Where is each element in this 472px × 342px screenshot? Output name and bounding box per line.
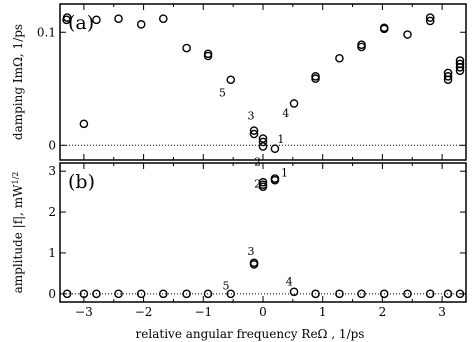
data-point bbox=[136, 20, 146, 29]
y-axis-label: amplitude |f|, mW1/2 bbox=[11, 172, 26, 294]
y-axis-label-superscript: 1/2 bbox=[11, 172, 20, 185]
point-annotation: 2 bbox=[254, 178, 261, 191]
data-point bbox=[249, 126, 259, 135]
data-point bbox=[311, 289, 320, 299]
y-tick-label: 2 bbox=[48, 205, 56, 219]
point-annotation: 4 bbox=[282, 107, 289, 120]
x-tick-label: −1 bbox=[194, 305, 212, 319]
x-tick-label: −3 bbox=[75, 305, 93, 319]
data-point bbox=[357, 289, 366, 299]
y-axis-label: damping ImΩ, 1/ps bbox=[11, 24, 25, 140]
data-point bbox=[226, 289, 236, 299]
data-point bbox=[335, 53, 344, 63]
data-point bbox=[203, 289, 213, 299]
point-annotation: 2 bbox=[254, 156, 261, 169]
point-annotation: 1 bbox=[281, 166, 288, 179]
y-tick-label: 0 bbox=[48, 287, 56, 301]
data-point bbox=[182, 289, 191, 299]
x-tick-label: 1 bbox=[319, 305, 327, 319]
x-tick-label: −2 bbox=[135, 305, 153, 319]
data-point bbox=[270, 175, 280, 185]
data-point bbox=[62, 15, 71, 25]
data-point bbox=[79, 289, 89, 299]
data-point bbox=[311, 74, 320, 83]
data-point bbox=[403, 30, 412, 39]
data-point bbox=[425, 289, 435, 299]
data-point bbox=[270, 144, 280, 153]
point-annotation: 4 bbox=[286, 276, 293, 289]
point-annotation: 1 bbox=[277, 133, 284, 146]
data-point bbox=[289, 287, 299, 297]
data-point bbox=[258, 137, 268, 147]
x-tick-label: 0 bbox=[259, 305, 267, 319]
data-point bbox=[249, 129, 259, 139]
y-tick-label: 0 bbox=[48, 138, 56, 152]
panel-label: (b) bbox=[68, 171, 95, 193]
data-point bbox=[379, 24, 389, 34]
y-tick-label: 1 bbox=[48, 246, 56, 260]
x-tick-label: 3 bbox=[438, 305, 446, 319]
point-annotation: 3 bbox=[248, 245, 255, 258]
data-point bbox=[62, 289, 72, 299]
data-point bbox=[158, 14, 168, 23]
data-point bbox=[379, 289, 389, 299]
plot-frame bbox=[59, 3, 467, 161]
data-point bbox=[443, 72, 453, 81]
data-point bbox=[136, 289, 146, 299]
data-point bbox=[357, 42, 366, 52]
panel-label: (a) bbox=[68, 12, 94, 34]
point-annotation: 5 bbox=[222, 280, 229, 293]
data-point bbox=[114, 289, 123, 299]
data-point bbox=[455, 63, 465, 72]
data-point bbox=[443, 289, 453, 299]
data-point bbox=[425, 13, 435, 22]
data-point bbox=[258, 177, 268, 187]
point-annotation: 3 bbox=[248, 109, 255, 122]
data-point bbox=[203, 51, 213, 61]
data-point bbox=[182, 43, 191, 53]
panel-a: 0 0.1 damping ImΩ, 1/ps (a) 1 2 3 4 5 bbox=[11, 3, 467, 169]
data-point bbox=[455, 289, 465, 299]
data-point bbox=[92, 15, 101, 25]
data-point bbox=[258, 182, 268, 192]
data-point bbox=[289, 99, 299, 108]
y-tick-label: 3 bbox=[48, 164, 56, 178]
data-point bbox=[258, 142, 268, 151]
data-point bbox=[443, 75, 453, 85]
point-annotation: 5 bbox=[219, 87, 226, 100]
data-point bbox=[335, 289, 344, 299]
data-point bbox=[79, 119, 89, 129]
data-point bbox=[226, 75, 236, 85]
y-tick-label: 0.1 bbox=[37, 25, 56, 39]
panel-b: −3 −2 −1 0 1 2 3 relative angular frequency ReΩ… bbox=[11, 162, 467, 341]
data-point bbox=[403, 289, 412, 299]
data-point bbox=[114, 14, 123, 23]
data-point bbox=[158, 289, 168, 299]
x-tick-label: 2 bbox=[379, 305, 387, 319]
data-point bbox=[455, 66, 465, 75]
data-point bbox=[249, 260, 259, 269]
data-point bbox=[425, 16, 435, 26]
data-point bbox=[92, 289, 101, 299]
plot-frame bbox=[59, 162, 467, 303]
data-point bbox=[258, 134, 268, 143]
x-axis-label: relative angular frequency ReΩ , 1/ps bbox=[136, 327, 365, 341]
